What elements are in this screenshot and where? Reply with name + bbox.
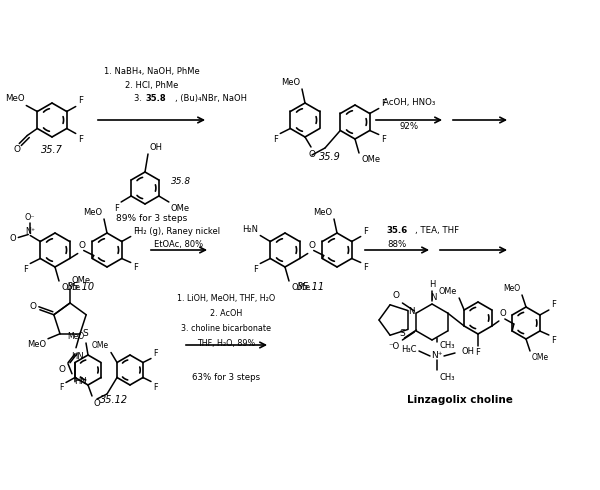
Text: F: F xyxy=(381,136,386,145)
Text: 89% for 3 steps: 89% for 3 steps xyxy=(116,214,188,223)
Text: 35.12: 35.12 xyxy=(100,395,128,405)
Text: F: F xyxy=(78,134,83,144)
Text: 1. LiOH, MeOH, THF, H₂O: 1. LiOH, MeOH, THF, H₂O xyxy=(177,294,275,303)
Text: 88%: 88% xyxy=(388,240,407,249)
Text: 35.8: 35.8 xyxy=(171,177,191,187)
Text: MeO: MeO xyxy=(67,332,84,341)
Text: 2. HCl, PhMe: 2. HCl, PhMe xyxy=(125,81,179,90)
Text: F: F xyxy=(274,136,278,145)
Text: MeO: MeO xyxy=(83,208,102,217)
Text: F: F xyxy=(363,264,368,272)
Text: , TEA, THF: , TEA, THF xyxy=(415,226,459,235)
Text: OMe: OMe xyxy=(532,353,549,362)
Text: F: F xyxy=(363,226,368,236)
Text: OMe: OMe xyxy=(291,283,310,292)
Text: F: F xyxy=(153,348,157,358)
Text: ⁻O: ⁻O xyxy=(388,342,400,351)
Text: OMe: OMe xyxy=(92,342,109,350)
Text: F: F xyxy=(153,383,157,392)
Text: O: O xyxy=(10,234,16,243)
Text: H₃C: H₃C xyxy=(401,345,417,354)
Text: Linzagolix choline: Linzagolix choline xyxy=(407,395,513,405)
Text: 35.10: 35.10 xyxy=(67,282,95,292)
Text: 35.9: 35.9 xyxy=(319,152,341,162)
Text: 35.11: 35.11 xyxy=(297,282,325,292)
Text: F: F xyxy=(59,384,64,392)
Text: N⁺: N⁺ xyxy=(431,351,443,361)
Text: F: F xyxy=(133,226,137,236)
Text: N: N xyxy=(408,308,415,317)
Text: O: O xyxy=(309,242,316,250)
Text: H: H xyxy=(429,280,435,289)
Text: HN: HN xyxy=(74,377,87,386)
Text: F: F xyxy=(133,264,137,272)
Text: OMe: OMe xyxy=(171,204,190,213)
Text: OMe: OMe xyxy=(439,287,457,296)
Text: HN: HN xyxy=(71,352,85,361)
Text: 35.6: 35.6 xyxy=(386,226,407,235)
Text: 63% for 3 steps: 63% for 3 steps xyxy=(192,373,260,382)
Text: MeO: MeO xyxy=(27,340,46,349)
Text: , (Bu)₄NBr, NaOH: , (Bu)₄NBr, NaOH xyxy=(175,94,247,103)
Text: N: N xyxy=(430,293,436,302)
Text: F: F xyxy=(23,266,28,274)
Text: O: O xyxy=(500,309,506,318)
Text: O: O xyxy=(30,302,37,311)
Text: CH₃: CH₃ xyxy=(439,373,455,382)
Text: OMe: OMe xyxy=(61,283,80,292)
Text: 35.7: 35.7 xyxy=(41,145,63,155)
Text: AcOH, HNO₃: AcOH, HNO₃ xyxy=(383,98,435,107)
Text: 3.: 3. xyxy=(134,94,145,103)
Text: 1. NaBH₄, NaOH, PhMe: 1. NaBH₄, NaOH, PhMe xyxy=(104,67,200,76)
Text: S: S xyxy=(82,329,88,338)
Text: MeO: MeO xyxy=(281,78,300,87)
Text: O: O xyxy=(308,150,316,159)
Text: OMe: OMe xyxy=(361,155,380,164)
Text: F: F xyxy=(253,266,258,274)
Text: EtOAc, 80%: EtOAc, 80% xyxy=(154,240,203,249)
Text: F: F xyxy=(78,97,83,105)
Text: S: S xyxy=(399,329,405,338)
Text: O: O xyxy=(93,399,100,408)
Text: OH: OH xyxy=(150,143,163,152)
Text: F: F xyxy=(114,204,119,213)
Text: H₂N: H₂N xyxy=(242,224,258,234)
Text: OMe: OMe xyxy=(72,276,91,285)
Text: THF, H₂O, 89%: THF, H₂O, 89% xyxy=(197,339,255,348)
Text: MeO: MeO xyxy=(313,208,332,217)
Text: F: F xyxy=(476,348,481,357)
Text: H₂ (g), Raney nickel: H₂ (g), Raney nickel xyxy=(137,227,221,236)
Text: 3. choline bicarbonate: 3. choline bicarbonate xyxy=(181,324,271,333)
Text: O: O xyxy=(14,146,21,154)
Text: O: O xyxy=(79,242,86,250)
Text: N⁺: N⁺ xyxy=(25,226,35,236)
Text: F: F xyxy=(381,98,386,107)
Text: 35.8: 35.8 xyxy=(145,94,166,103)
Text: F: F xyxy=(551,336,556,345)
Text: O: O xyxy=(59,365,66,374)
Text: 2. AcOH: 2. AcOH xyxy=(210,309,242,318)
Text: O⁻: O⁻ xyxy=(25,213,35,221)
Text: MeO: MeO xyxy=(5,95,24,103)
Text: F: F xyxy=(551,300,556,309)
Text: O: O xyxy=(392,291,400,300)
Text: MeO: MeO xyxy=(503,284,520,293)
Text: OH: OH xyxy=(461,347,474,357)
Text: 92%: 92% xyxy=(400,122,419,131)
Text: CH₃: CH₃ xyxy=(440,342,455,350)
